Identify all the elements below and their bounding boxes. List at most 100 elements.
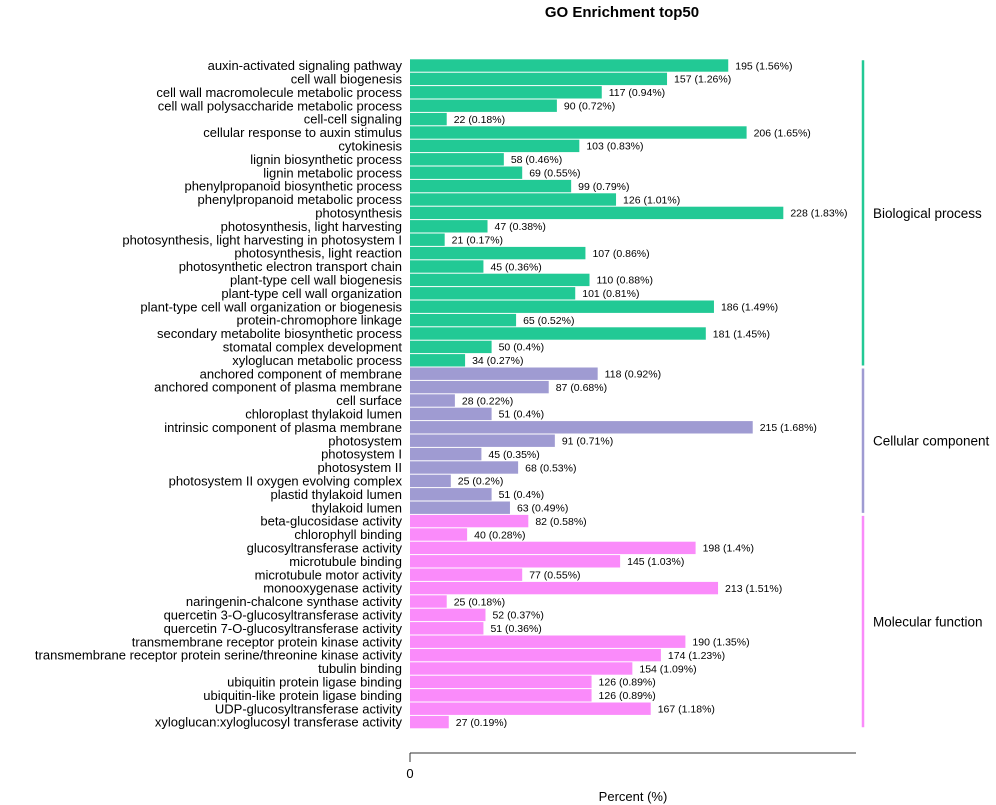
bar (410, 635, 686, 648)
bar (410, 246, 586, 260)
bar (410, 595, 447, 608)
data-label-bg (709, 327, 773, 340)
group-label: Biological process (873, 206, 982, 221)
bar (410, 153, 504, 166)
data-label: 195 (1.56%) (735, 60, 792, 72)
data-label-bg (454, 474, 507, 488)
data-label: 25 (0.2%) (458, 476, 504, 488)
data-label: 51 (0.4%) (499, 409, 545, 421)
data-label: 181 (1.45%) (713, 328, 770, 340)
category-label: transmembrane receptor protein kinase ac… (132, 634, 403, 649)
category-label: tubulin binding (318, 661, 402, 676)
data-label-bg (595, 689, 659, 702)
data-label: 99 (0.79%) (578, 181, 629, 193)
category-label: photosystem II (317, 460, 402, 475)
data-label-bg (595, 675, 659, 689)
bar (410, 233, 445, 246)
data-label: 117 (0.94%) (609, 87, 665, 99)
data-label-bg (450, 112, 509, 126)
data-label-bg (487, 622, 545, 635)
data-label: 167 (1.18%) (658, 704, 715, 716)
bar (410, 702, 651, 715)
data-label-bg (513, 501, 572, 514)
category-label: glucosyltransferase activity (247, 541, 403, 556)
data-label-bg (750, 126, 814, 139)
category-label: microtubule motor activity (255, 567, 403, 582)
data-label: 22 (0.18%) (454, 114, 505, 126)
bar (410, 689, 592, 702)
data-label-bg (699, 541, 757, 555)
bar (410, 421, 753, 434)
data-label-bg (589, 246, 653, 260)
data-label-bg (495, 407, 548, 421)
data-label: 198 (1.4%) (703, 543, 754, 555)
bar (410, 474, 451, 488)
data-label: 126 (1.01%) (623, 194, 680, 206)
category-label: ubiquitin-like protein ligase binding (203, 688, 402, 703)
bar (410, 112, 447, 126)
data-label: 51 (0.36%) (490, 623, 541, 635)
category-label: ubiquitin protein ligase binding (227, 675, 402, 690)
data-label-bg (787, 206, 851, 220)
data-label: 52 (0.37%) (492, 610, 543, 622)
category-label: photosynthesis, light reaction (234, 246, 402, 261)
data-label: 90 (0.72%) (564, 101, 615, 113)
bar (410, 434, 555, 447)
category-label: plastid thylakoid lumen (270, 487, 402, 502)
data-label-bg (605, 86, 669, 99)
data-label: 87 (0.68%) (556, 382, 607, 394)
category-label: phenylpropanoid biosynthetic process (184, 179, 402, 194)
data-label-bg (485, 447, 543, 461)
data-label: 228 (1.83%) (790, 208, 847, 220)
bar (410, 367, 598, 380)
data-label-bg (636, 662, 700, 675)
category-label: plant-type cell wall organization or bio… (140, 299, 402, 314)
bar (410, 72, 668, 86)
category-label: xyloglucan:xyloglucosyl transferase acti… (155, 715, 403, 730)
category-label: phenylpropanoid metabolic process (197, 192, 402, 207)
data-label: 118 (0.92%) (605, 369, 661, 381)
bar (410, 166, 523, 179)
data-label-bg (552, 380, 611, 394)
bar (410, 340, 492, 354)
category-label: UDP-glucosyltransferase activity (215, 701, 403, 716)
bar (410, 608, 486, 622)
bars-layer: auxin-activated signaling pathway 195 (1.… (35, 58, 851, 730)
bar (410, 528, 468, 541)
category-label: cellular response to auxin stimulus (203, 125, 402, 140)
bar (410, 179, 572, 193)
data-label: 28 (0.22%) (462, 395, 513, 407)
category-label: auxin-activated signaling pathway (208, 58, 403, 73)
category-label: anchored component of membrane (200, 366, 402, 381)
data-label: 47 (0.38%) (495, 221, 546, 233)
bar (410, 313, 517, 327)
data-label: 154 (1.09%) (639, 663, 696, 675)
category-label: photosystem I (321, 447, 402, 462)
data-label-bg (522, 461, 580, 474)
category-label: transmembrane receptor protein serine/th… (35, 648, 403, 663)
category-label: quercetin 7-O-glucosyltransferase activi… (164, 621, 403, 636)
bar (410, 59, 729, 72)
data-label-bg (507, 153, 566, 166)
category-label: cell-cell signaling (304, 112, 402, 127)
data-label: 40 (0.28%) (474, 529, 525, 541)
data-label-bg (558, 434, 617, 447)
data-label: 58 (0.46%) (511, 154, 562, 166)
category-label: naringenin-chalcone synthase activity (186, 594, 403, 609)
category-label: cell wall macromolecule metabolic proces… (156, 85, 402, 100)
bar (410, 568, 523, 581)
group-label: Cellular component (873, 434, 990, 449)
data-label-bg (458, 394, 517, 407)
category-label: secondary metabolite biosynthetic proces… (157, 326, 402, 341)
category-label: photosynthesis, light harvesting in phot… (122, 232, 402, 247)
data-label: 190 (1.35%) (692, 637, 749, 649)
bar (410, 501, 510, 514)
data-label: 101 (0.81%) (582, 288, 639, 300)
category-label: chloroplast thylakoid lumen (245, 407, 402, 422)
data-label-bg (448, 233, 507, 246)
data-label-bg (575, 179, 633, 193)
x-tick-label: 0 (406, 766, 413, 781)
data-label: 50 (0.4%) (499, 342, 545, 354)
data-label: 45 (0.35%) (488, 449, 539, 461)
bar (410, 555, 621, 568)
